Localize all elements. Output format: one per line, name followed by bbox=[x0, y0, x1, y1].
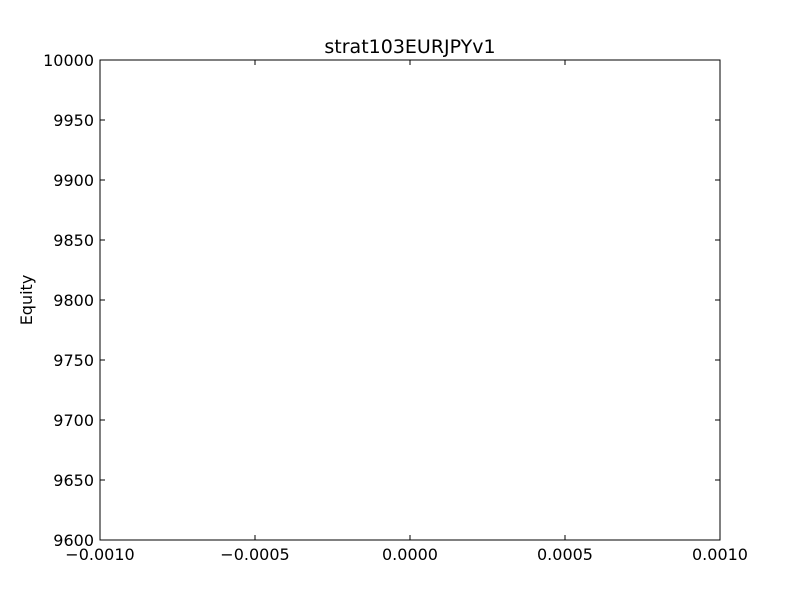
y-tick-label: 9700 bbox=[53, 411, 94, 430]
chart-title: strat103EURJPYv1 bbox=[324, 36, 495, 58]
y-tick-label: 9600 bbox=[53, 531, 94, 550]
plot-frame bbox=[99, 59, 721, 541]
x-tick-label: −0.0010 bbox=[65, 545, 134, 564]
tick-layer: −0.0010 −0.0005 0.0000 0.0005 0.0010 9600 9650… bbox=[43, 51, 748, 564]
y-tick-label: 9850 bbox=[53, 231, 94, 250]
x-tick-label: −0.0005 bbox=[220, 545, 289, 564]
y-tick-label: 9950 bbox=[53, 111, 94, 130]
y-tick-label: 9800 bbox=[53, 291, 94, 310]
y-tick-label: 9900 bbox=[53, 171, 94, 190]
x-tick-label: 0.0000 bbox=[382, 545, 438, 564]
y-tick-label: 9650 bbox=[53, 471, 94, 490]
y-tick-label: 9750 bbox=[53, 351, 94, 370]
x-tick-label: 0.0005 bbox=[537, 545, 593, 564]
y-axis-label: Equity bbox=[17, 275, 36, 326]
y-tick-label: 10000 bbox=[43, 51, 94, 70]
x-tick-label: 0.0010 bbox=[692, 545, 748, 564]
